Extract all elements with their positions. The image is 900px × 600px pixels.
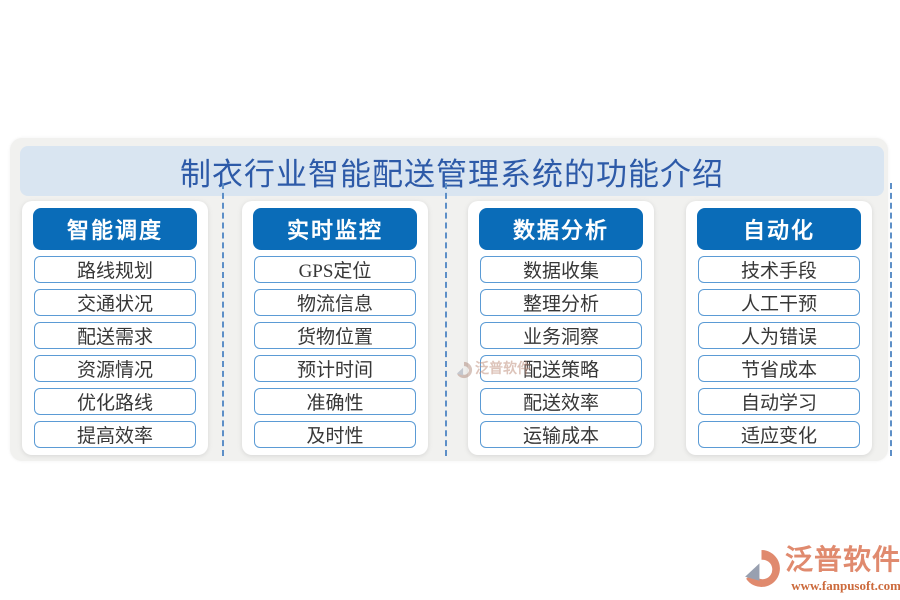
feature-item: 货物位置: [254, 322, 416, 349]
feature-item: 物流信息: [254, 289, 416, 316]
feature-item: 人为错误: [698, 322, 860, 349]
column-automation: 自动化 技术手段 人工干预 人为错误 节省成本 自动学习 适应变化: [686, 201, 872, 455]
feature-item: 资源情况: [34, 355, 196, 382]
title-banner: 制衣行业智能配送管理系统的功能介绍: [20, 146, 884, 196]
feature-item: 配送效率: [480, 388, 642, 415]
fanpu-logo-icon: [456, 361, 473, 379]
feature-item: 业务洞察: [480, 322, 642, 349]
column-realtime-monitoring: 实时监控 GPS定位 物流信息 货物位置 预计时间 准确性 及时性: [242, 201, 428, 455]
column-data-analysis: 数据分析 数据收集 整理分析 业务洞察 配送策略 配送效率 运输成本: [468, 201, 654, 455]
feature-item: 配送策略: [480, 355, 642, 382]
feature-item: 技术手段: [698, 256, 860, 283]
feature-item: 数据收集: [480, 256, 642, 283]
brand-footer: 泛普软件 www.fanpusoft.com: [741, 545, 900, 594]
column-header: 智能调度: [33, 208, 197, 250]
feature-item: 运输成本: [480, 421, 642, 448]
dashed-divider: [890, 183, 892, 456]
column-header: 自动化: [697, 208, 861, 250]
brand-url[interactable]: www.fanpusoft.com: [791, 577, 900, 593]
feature-item: 提高效率: [34, 421, 196, 448]
dashed-divider: [222, 183, 224, 456]
feature-item: 人工干预: [698, 289, 860, 316]
column-header: 实时监控: [253, 208, 417, 250]
column-header: 数据分析: [479, 208, 643, 250]
feature-item: GPS定位: [254, 256, 416, 283]
dashed-divider: [445, 183, 447, 456]
feature-item: 自动学习: [698, 388, 860, 415]
watermark-logo: 泛普软件: [455, 361, 531, 379]
feature-item: 优化路线: [34, 388, 196, 415]
fanpu-logo-icon: [745, 550, 780, 587]
feature-item: 配送需求: [34, 322, 196, 349]
feature-item: 节省成本: [698, 355, 860, 382]
feature-item: 及时性: [254, 421, 416, 448]
watermark-brand-text: 泛普软件: [475, 362, 531, 377]
feature-item: 路线规划: [34, 256, 196, 283]
column-smart-scheduling: 智能调度 路线规划 交通状况 配送需求 资源情况 优化路线 提高效率: [22, 201, 208, 455]
feature-item: 适应变化: [698, 421, 860, 448]
feature-item: 交通状况: [34, 289, 196, 316]
page-title: 制衣行业智能配送管理系统的功能介绍: [180, 156, 724, 192]
feature-item: 准确性: [254, 388, 416, 415]
feature-item: 预计时间: [254, 355, 416, 382]
feature-item: 整理分析: [480, 289, 642, 316]
brand-name: 泛普软件: [785, 545, 900, 576]
